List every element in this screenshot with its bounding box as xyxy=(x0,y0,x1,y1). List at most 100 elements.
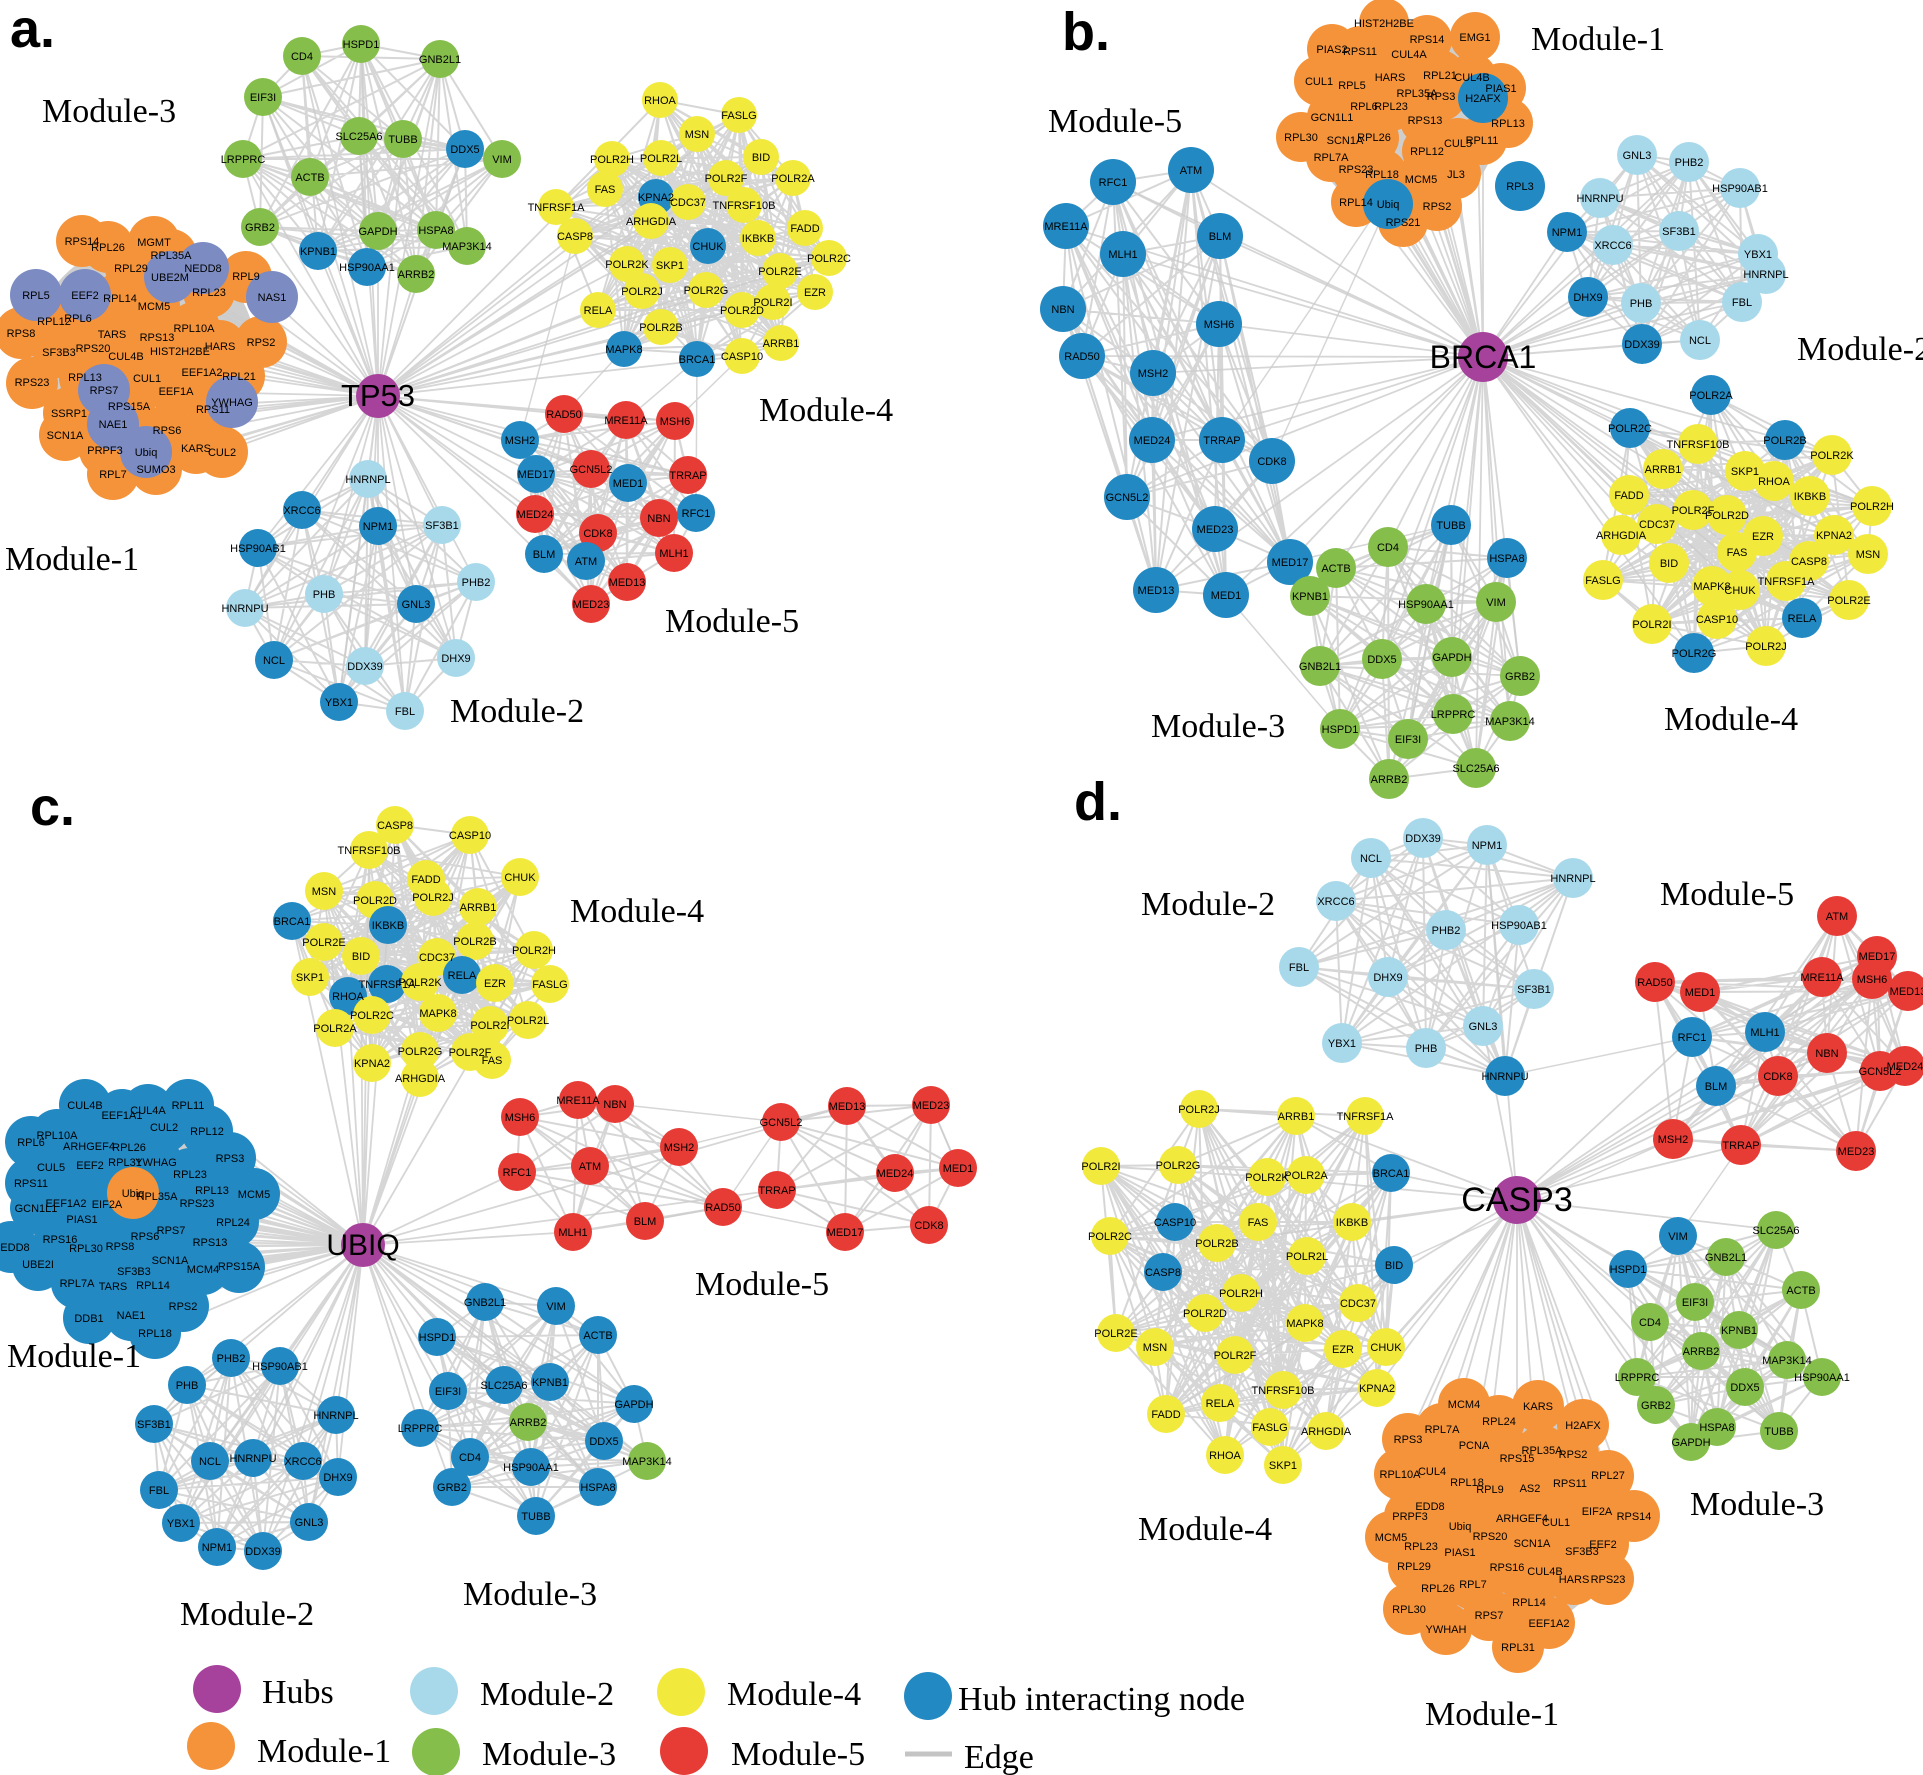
svg-text:MAPK8: MAPK8 xyxy=(1693,581,1730,593)
svg-text:GNB2L1: GNB2L1 xyxy=(1299,661,1341,673)
svg-text:HNRNPU: HNRNPU xyxy=(1576,193,1623,205)
svg-text:MRE11A: MRE11A xyxy=(1800,972,1844,984)
svg-text:HNRNPU: HNRNPU xyxy=(229,1453,276,1465)
svg-text:SLC25A6: SLC25A6 xyxy=(480,1380,527,1392)
svg-text:HNRNPL: HNRNPL xyxy=(1550,873,1595,885)
svg-text:HSP90AB1: HSP90AB1 xyxy=(1491,920,1547,932)
svg-text:CDK8: CDK8 xyxy=(1257,456,1286,468)
svg-text:CUL4B: CUL4B xyxy=(1527,1566,1562,1578)
svg-text:KPNB1: KPNB1 xyxy=(1721,1325,1757,1337)
svg-text:MED17: MED17 xyxy=(518,469,555,481)
svg-text:CUL5: CUL5 xyxy=(37,1162,65,1174)
svg-text:TARS: TARS xyxy=(99,1281,128,1293)
svg-text:CUL1: CUL1 xyxy=(1542,1517,1570,1529)
svg-text:HSPA8: HSPA8 xyxy=(1489,553,1524,565)
svg-text:POLR2D: POLR2D xyxy=(1705,510,1749,522)
svg-text:RPS3: RPS3 xyxy=(1394,1434,1423,1446)
svg-text:RPL12: RPL12 xyxy=(37,316,71,328)
svg-text:RPS16: RPS16 xyxy=(1490,1562,1525,1574)
svg-text:MLH1: MLH1 xyxy=(1750,1027,1779,1039)
svg-text:RPL12: RPL12 xyxy=(1410,146,1444,158)
svg-text:CDC37: CDC37 xyxy=(670,197,706,209)
svg-text:MLH1: MLH1 xyxy=(1108,249,1137,261)
svg-text:RPL6: RPL6 xyxy=(17,1137,45,1149)
svg-text:GAPDH: GAPDH xyxy=(614,1399,653,1411)
svg-text:DDX5: DDX5 xyxy=(1730,1382,1759,1394)
svg-text:CHUK: CHUK xyxy=(1370,1342,1402,1354)
svg-text:RPL7A: RPL7A xyxy=(1314,152,1350,164)
svg-text:NAS1: NAS1 xyxy=(258,292,287,304)
svg-text:POLR2J: POLR2J xyxy=(1745,641,1787,653)
svg-text:c.: c. xyxy=(30,777,75,837)
svg-text:MAP3K14: MAP3K14 xyxy=(1485,716,1535,728)
svg-text:SKP1: SKP1 xyxy=(1269,1460,1297,1472)
svg-text:b.: b. xyxy=(1062,2,1110,62)
svg-text:RAD50: RAD50 xyxy=(1064,351,1099,363)
svg-text:CUL4: CUL4 xyxy=(1418,1466,1446,1478)
svg-text:CASP8: CASP8 xyxy=(1145,1267,1181,1279)
svg-text:ARRB1: ARRB1 xyxy=(460,902,497,914)
svg-text:PIAS1: PIAS1 xyxy=(1485,83,1516,95)
svg-text:RPS11: RPS11 xyxy=(196,404,230,416)
svg-text:HSP90AA1: HSP90AA1 xyxy=(1398,599,1454,611)
svg-text:TUBB: TUBB xyxy=(521,1511,550,1523)
svg-text:SKP1: SKP1 xyxy=(296,972,324,984)
svg-text:MSH6: MSH6 xyxy=(660,416,691,428)
svg-text:FASLG: FASLG xyxy=(1585,575,1620,587)
svg-text:CASP3: CASP3 xyxy=(1461,1181,1573,1219)
svg-text:RPL14: RPL14 xyxy=(1339,197,1373,209)
svg-text:BID: BID xyxy=(752,152,770,164)
svg-text:PCNA: PCNA xyxy=(1459,1440,1490,1452)
svg-text:BID: BID xyxy=(1385,1260,1403,1272)
svg-text:EIF2A: EIF2A xyxy=(92,1199,123,1211)
svg-text:BRCA1: BRCA1 xyxy=(1430,339,1537,375)
svg-text:EIF2A: EIF2A xyxy=(1582,1506,1613,1518)
svg-text:ARRB1: ARRB1 xyxy=(1278,1111,1315,1123)
svg-text:MLH1: MLH1 xyxy=(659,548,688,560)
svg-text:RPS14: RPS14 xyxy=(1410,34,1445,46)
svg-text:MCM4: MCM4 xyxy=(1448,1399,1480,1411)
svg-text:Module-3: Module-3 xyxy=(42,93,176,130)
svg-text:EIF3I: EIF3I xyxy=(1682,1297,1708,1309)
svg-text:RPL30: RPL30 xyxy=(69,1243,103,1255)
svg-text:HIST2H2BE: HIST2H2BE xyxy=(150,346,210,358)
svg-text:SF3B1: SF3B1 xyxy=(1662,226,1696,238)
svg-text:RPL21: RPL21 xyxy=(1423,70,1457,82)
svg-text:Module-4: Module-4 xyxy=(570,893,704,930)
svg-text:RPL23: RPL23 xyxy=(1404,1541,1438,1553)
svg-text:RPL26: RPL26 xyxy=(112,1142,146,1154)
svg-text:IKBKB: IKBKB xyxy=(1794,491,1826,503)
svg-text:CASP8: CASP8 xyxy=(557,231,593,243)
svg-text:Ubiq: Ubiq xyxy=(1449,1521,1472,1533)
svg-text:HIST2H2BE: HIST2H2BE xyxy=(1354,18,1414,30)
svg-text:CASP10: CASP10 xyxy=(449,830,491,842)
svg-text:POLR2K: POLR2K xyxy=(1810,450,1854,462)
svg-text:a.: a. xyxy=(10,0,55,59)
svg-text:ARHGEF4: ARHGEF4 xyxy=(1496,1513,1548,1525)
svg-text:RPL31: RPL31 xyxy=(1501,1642,1535,1654)
svg-text:BLM: BLM xyxy=(533,549,556,561)
svg-text:RHOA: RHOA xyxy=(1209,1450,1241,1462)
svg-text:TNFRSF1A: TNFRSF1A xyxy=(1337,1111,1395,1123)
svg-text:PIAS2: PIAS2 xyxy=(1316,44,1347,56)
svg-text:HSPD1: HSPD1 xyxy=(1610,1264,1647,1276)
svg-text:RAD50: RAD50 xyxy=(546,409,581,421)
svg-text:RPS2: RPS2 xyxy=(1559,1449,1588,1461)
svg-text:SCN1A: SCN1A xyxy=(47,430,84,442)
svg-text:ARRB1: ARRB1 xyxy=(763,338,800,350)
svg-text:MED1: MED1 xyxy=(943,1163,974,1175)
svg-text:Module-4: Module-4 xyxy=(727,1676,861,1713)
svg-text:MCM5: MCM5 xyxy=(238,1189,270,1201)
svg-text:GNL3: GNL3 xyxy=(402,599,431,611)
svg-text:SSRP1: SSRP1 xyxy=(51,408,87,420)
svg-text:ATM: ATM xyxy=(575,556,597,568)
svg-text:GNB2L1: GNB2L1 xyxy=(419,54,461,66)
svg-text:CD4: CD4 xyxy=(1377,542,1399,554)
svg-text:NCL: NCL xyxy=(199,1456,221,1468)
svg-text:ARRB2: ARRB2 xyxy=(1371,774,1408,786)
svg-text:CHUK: CHUK xyxy=(692,241,724,253)
svg-text:MED1: MED1 xyxy=(613,478,644,490)
svg-text:RPS8: RPS8 xyxy=(106,1241,135,1253)
svg-text:KPNB1: KPNB1 xyxy=(1292,591,1328,603)
svg-text:RPL10A: RPL10A xyxy=(174,323,216,335)
